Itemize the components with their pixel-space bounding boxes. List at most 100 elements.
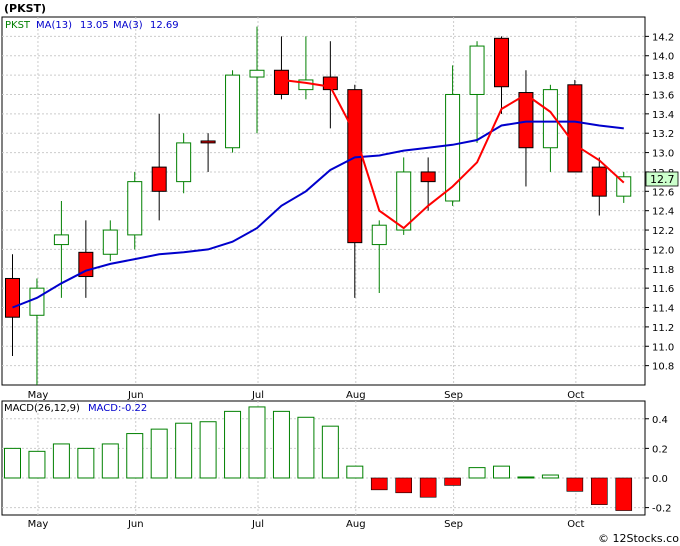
- macd-bar-positive: [150, 428, 168, 479]
- last-price-badge: [645, 171, 679, 187]
- ma3-value: 12.69: [150, 20, 179, 31]
- macd-bar-negative: [590, 477, 608, 505]
- macd-bar-positive: [126, 433, 144, 479]
- price-tick-label: 11.8: [652, 265, 674, 276]
- candle-down: [567, 84, 583, 173]
- candle-down: [5, 277, 20, 318]
- price-tick-label: 14.0: [652, 52, 674, 63]
- candle-down: [347, 89, 363, 244]
- x-axis: May May Jun Jun Jul Jul Aug Aug Sep Sep Oct Oct: [28, 390, 585, 530]
- candle-down: [591, 166, 607, 197]
- price-tick-label: 13.0: [652, 149, 674, 160]
- candle-up: [542, 89, 558, 149]
- macd-bar-positive: [224, 410, 242, 479]
- month-label-macd: Oct: [567, 519, 584, 530]
- price-tick-label: 12.6: [652, 187, 674, 198]
- ma13-label: MA(13): [36, 20, 72, 31]
- macd-bar-positive: [199, 421, 217, 479]
- month-label: Jun: [127, 390, 144, 401]
- y-axis: 10.8 11.0 11.2 11.4 11.6 11.8 12.0 12.2 12.4 12.6…: [645, 32, 674, 515]
- macd-label: MACD(26,12,9): [4, 403, 80, 414]
- macd-bar-positive: [77, 447, 95, 479]
- month-label: Oct: [567, 390, 584, 401]
- candle-up: [249, 69, 265, 78]
- macd-bar-positive: [4, 447, 21, 479]
- macd-bar-positive: [272, 410, 290, 479]
- candle-up: [445, 93, 461, 202]
- macd-tick-label: 0.2: [652, 444, 668, 455]
- ma13-line: [12, 120, 624, 309]
- macd-bar-positive: [297, 416, 315, 479]
- price-tick-label: 12.2: [652, 226, 674, 237]
- candle-up: [225, 74, 241, 149]
- month-label-macd: Sep: [444, 519, 463, 530]
- macd-bar-positive: [175, 422, 193, 479]
- price-tick-label: 11.4: [652, 304, 674, 315]
- price-tick-label: 13.2: [652, 129, 674, 140]
- macd-tick-label: 0.4: [652, 415, 668, 426]
- price-tick-label: 11.0: [652, 342, 674, 353]
- macd-bar-positive: [248, 406, 266, 479]
- macd-tick-label: -0.2: [652, 504, 672, 515]
- macd-bar-positive: [541, 474, 559, 479]
- macd-bar-positive: [101, 443, 119, 479]
- candle-down: [420, 171, 436, 183]
- ticker-label: PKST: [5, 20, 31, 31]
- month-label-macd: Jun: [127, 519, 144, 530]
- moving-average-lines: [12, 78, 625, 309]
- price-tick-label: 10.8: [652, 362, 674, 373]
- macd-bar-positive: [493, 465, 510, 479]
- macd-bar-negative: [395, 477, 413, 494]
- price-tick-label: 14.2: [652, 32, 674, 43]
- macd-bar-negative: [419, 477, 437, 498]
- month-label-macd: May: [28, 519, 49, 530]
- macd-bars: [4, 406, 633, 511]
- candle-up: [127, 181, 143, 236]
- candle-up: [29, 287, 45, 316]
- price-tick-label: 12.4: [652, 207, 674, 218]
- macd-bar-positive: [321, 425, 339, 479]
- month-label: Jul: [251, 390, 264, 401]
- macd-bar-negative: [444, 477, 461, 486]
- price-tick-label: 11.2: [652, 323, 674, 334]
- candle-down: [494, 37, 509, 88]
- macd-bar-positive: [52, 443, 70, 479]
- ma13-value: 13.05: [80, 20, 109, 31]
- candle-up: [469, 45, 485, 95]
- candle-up: [176, 142, 192, 183]
- price-tick-label: 12.0: [652, 245, 674, 256]
- last-price-value: 12.7: [650, 173, 675, 186]
- month-label: May: [28, 390, 49, 401]
- candle-up: [396, 171, 412, 231]
- price-tick-label: 13.6: [652, 90, 674, 101]
- month-label: Aug: [346, 390, 366, 401]
- macd-bar-positive: [28, 450, 46, 479]
- month-label: Sep: [444, 390, 463, 401]
- price-panel: [1, 16, 646, 386]
- month-label-macd: Aug: [346, 519, 366, 530]
- price-tick-label: 13.8: [652, 71, 674, 82]
- macd-bar-negative: [370, 477, 388, 491]
- candle-down: [151, 166, 167, 192]
- ma3-line: [281, 78, 625, 230]
- macd-tick-label: 0.0: [652, 474, 668, 485]
- candle-up: [102, 229, 118, 255]
- candle-down: [273, 69, 289, 95]
- macd-value: MACD:-0.22: [88, 403, 147, 414]
- month-label-macd: Jul: [251, 519, 264, 530]
- candle-up: [616, 176, 632, 197]
- chart-title: (PKST): [4, 2, 46, 15]
- macd-bar-positive: [346, 465, 364, 479]
- macd-bar-positive: [468, 467, 486, 479]
- price-tick-label: 11.6: [652, 284, 674, 295]
- candle-down: [518, 92, 534, 149]
- price-tick-label: 13.4: [652, 110, 674, 121]
- macd-bar-negative: [566, 477, 584, 492]
- copyright-text: © 12Stocks.com: [598, 532, 680, 545]
- candle-down: [200, 140, 216, 144]
- candle-up: [371, 224, 387, 246]
- macd-bar-negative: [615, 477, 633, 511]
- candle-up: [53, 234, 69, 246]
- ma3-label: MA(3): [113, 20, 143, 31]
